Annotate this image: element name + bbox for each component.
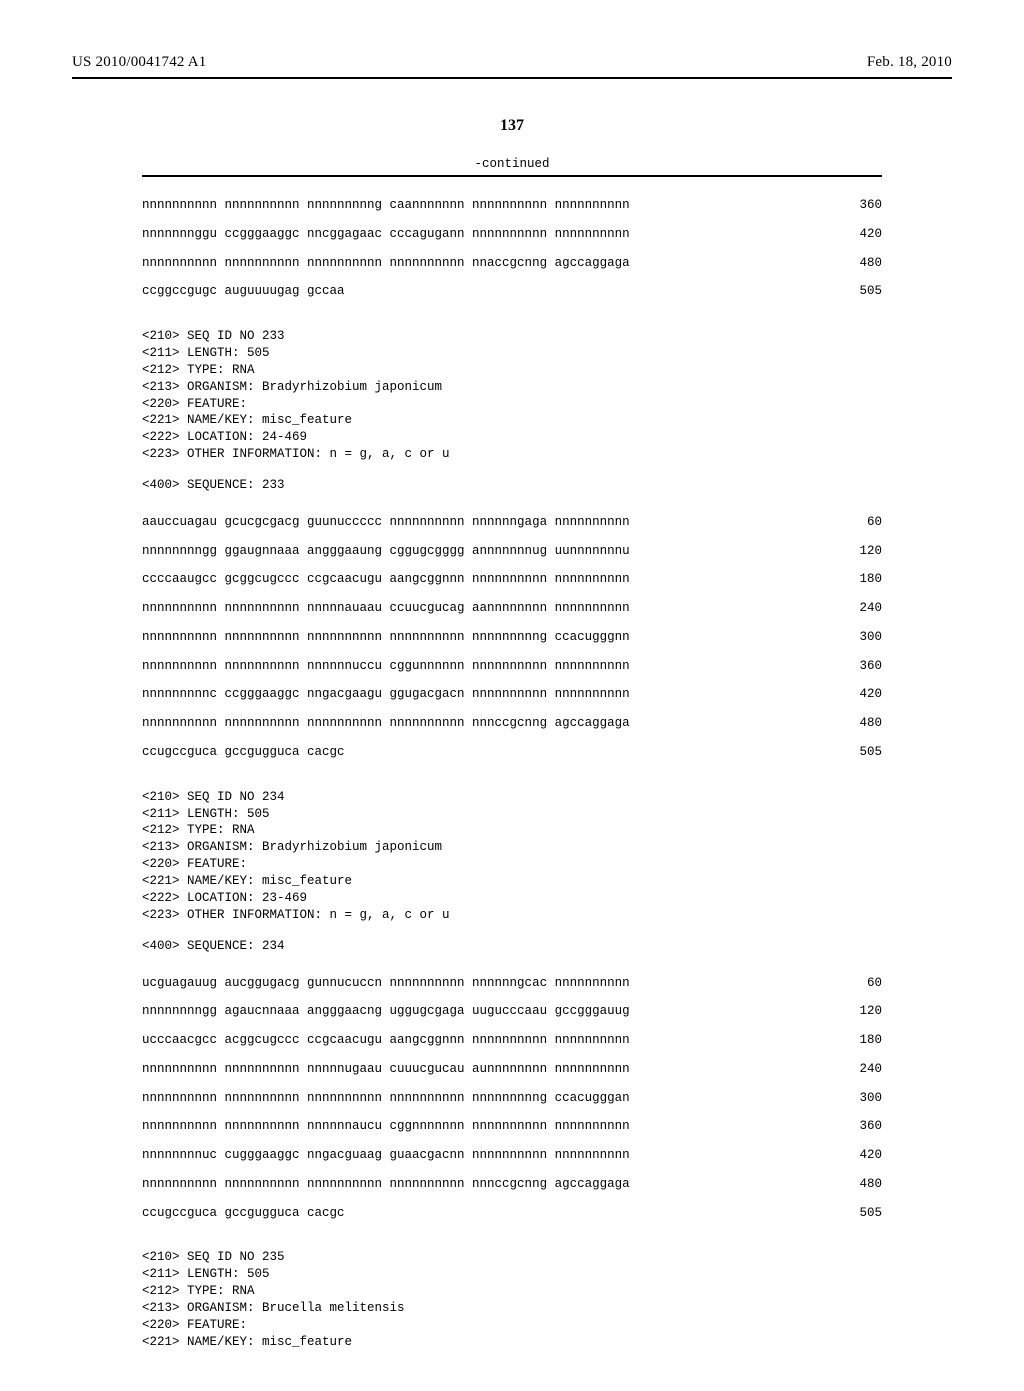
page-header: US 2010/0041742 A1 Feb. 18, 2010 — [72, 54, 952, 71]
sequence-position: 505 — [839, 277, 882, 306]
sequence-text: nnnnnnnnnn nnnnnnnnnn nnnnnauaau ccuucgu… — [142, 594, 630, 623]
sequence-row: nnnnnnnggu ccgggaaggc nncggagaac cccagug… — [142, 220, 882, 249]
sequence-text: ccccaaugcc gcggcugccc ccgcaacugu aangcgg… — [142, 565, 630, 594]
page-number: 137 — [72, 117, 952, 135]
sequence-text: nnnnnnnnnn nnnnnnnnnn nnnnnnnnnn nnnnnnn… — [142, 623, 630, 652]
sequence-position: 360 — [839, 191, 882, 220]
sequence-text: nnnnnnnnuc cugggaaggc nngacguaag guaacga… — [142, 1141, 630, 1170]
sequence-position: 420 — [839, 220, 882, 249]
sequence-row: nnnnnnnngg agaucnnaaa angggaacng uggugcg… — [142, 997, 882, 1026]
sequence-row: ucguagauug aucggugacg gunnucuccn nnnnnnn… — [142, 969, 882, 998]
sequence-position: 300 — [859, 623, 882, 652]
sequence-position: 505 — [859, 1199, 882, 1228]
sequence-position: 420 — [859, 1141, 882, 1170]
sequence-text: nnnnnnnnnn nnnnnnnnnn nnnnnnuccu cggunnn… — [142, 652, 630, 681]
sequence-text: nnnnnnnngg agaucnnaaa angggaacng uggugcg… — [142, 997, 630, 1026]
sequence-text: ccugccguca gccgugguca cacgc — [142, 738, 345, 767]
sequence-text: nnnnnnnnnn nnnnnnnnnn nnnnnnnnnn nnnnnnn… — [142, 1084, 630, 1113]
header-rule — [72, 77, 952, 79]
sequence-position: 505 — [859, 738, 882, 767]
sequence-text: ucguagauug aucggugacg gunnucuccn nnnnnnn… — [142, 969, 630, 998]
sequence-row: nnnnnnnnuc cugggaaggc nngacguaag guaacga… — [142, 1141, 882, 1170]
sequence-label-233: <400> SEQUENCE: 233 — [142, 477, 882, 494]
sequence-row: nnnnnnnnnn nnnnnnnnnn nnnnnnnnnn nnnnnnn… — [142, 709, 882, 738]
sequence-text: ccggccgugc auguuuugag gccaa — [142, 277, 345, 306]
sequence-position: 180 — [859, 1026, 882, 1055]
sequence-metadata-234: <210> SEQ ID NO 234 <211> LENGTH: 505 <2… — [142, 789, 882, 924]
sequence-position: 60 — [867, 969, 882, 998]
sequence-row: nnnnnnnnnn nnnnnnnnnn nnnnnnnnnn nnnnnnn… — [142, 1170, 882, 1199]
sequence-row: nnnnnnnnnc ccgggaaggc nngacgaagu ggugacg… — [142, 680, 882, 709]
sequence-row: nnnnnnnnnn nnnnnnnnnn nnnnnnnnnn nnnnnnn… — [142, 249, 882, 278]
sequence-position: 360 — [859, 652, 882, 681]
publication-number: US 2010/0041742 A1 — [72, 54, 206, 71]
sequence-row: ucccaacgcc acggcugccc ccgcaacugu aangcgg… — [142, 1026, 882, 1055]
sequence-row: ccugccguca gccgugguca cacgc 505 — [142, 738, 882, 767]
sequence-text: nnnnnnnnnn nnnnnnnnnn nnnnnugaau cuuucgu… — [142, 1055, 630, 1084]
continued-label: -continued — [72, 157, 952, 171]
sequence-position: 240 — [859, 1055, 882, 1084]
sequence-row: nnnnnnnnnn nnnnnnnnnn nnnnnnnnnn nnnnnnn… — [142, 623, 882, 652]
sequence-text: ucccaacgcc acggcugccc ccgcaacugu aangcgg… — [142, 1026, 630, 1055]
sequence-text: ccugccguca gccgugguca cacgc — [142, 1199, 345, 1228]
sequence-position: 240 — [859, 594, 882, 623]
sequence-text: nnnnnnnnnn nnnnnnnnnn nnnnnnnnnn nnnnnnn… — [142, 1170, 630, 1199]
sequence-position: 360 — [859, 1112, 882, 1141]
sequence-position: 420 — [859, 680, 882, 709]
sequence-row: nnnnnnnnnn nnnnnnnnnn nnnnnnnnnn nnnnnnn… — [142, 1084, 882, 1113]
sequence-position: 60 — [867, 508, 882, 537]
sequence-text: aauccuagau gcucgcgacg guunuccccc nnnnnnn… — [142, 508, 630, 537]
sequence-row: nnnnnnnnnn nnnnnnnnnn nnnnnugaau cuuucgu… — [142, 1055, 882, 1084]
sequence-row: ccggccgugc auguuuugag gccaa 505 — [142, 277, 882, 306]
sequence-row: nnnnnnnnnn nnnnnnnnnn nnnnnnnnng caannnn… — [142, 191, 882, 220]
sequence-text: nnnnnnnnnn nnnnnnnnnn nnnnnnnnnn nnnnnnn… — [142, 709, 630, 738]
sequence-row: nnnnnnnnnn nnnnnnnnnn nnnnnnuccu cggunnn… — [142, 652, 882, 681]
sequence-row: aauccuagau gcucgcgacg guunuccccc nnnnnnn… — [142, 508, 882, 537]
sequence-position: 480 — [839, 249, 882, 278]
publication-date: Feb. 18, 2010 — [867, 54, 952, 71]
sequence-row: nnnnnnnngg ggaugnnaaa angggaaung cggugcg… — [142, 537, 882, 566]
sequence-position: 300 — [859, 1084, 882, 1113]
sequence-text: nnnnnnnnnc ccgggaaggc nngacgaagu ggugacg… — [142, 680, 630, 709]
sequence-row: ccccaaugcc gcggcugccc ccgcaacugu aangcgg… — [142, 565, 882, 594]
sequence-text: nnnnnnnggu ccgggaaggc nncggagaac cccagug… — [142, 220, 630, 249]
sequence-row: nnnnnnnnnn nnnnnnnnnn nnnnnauaau ccuucgu… — [142, 594, 882, 623]
sequence-position: 480 — [859, 1170, 882, 1199]
sequence-metadata-235: <210> SEQ ID NO 235 <211> LENGTH: 505 <2… — [142, 1249, 882, 1350]
sequence-text: nnnnnnnnnn nnnnnnnnnn nnnnnnaucu cggnnnn… — [142, 1112, 630, 1141]
sequence-text: nnnnnnnnnn nnnnnnnnnn nnnnnnnnnn nnnnnnn… — [142, 249, 630, 278]
sequence-position: 180 — [859, 565, 882, 594]
sequence-label-234: <400> SEQUENCE: 234 — [142, 938, 882, 955]
sequence-position: 120 — [859, 537, 882, 566]
sequence-position: 120 — [859, 997, 882, 1026]
sequence-position: 480 — [859, 709, 882, 738]
sequence-row: ccugccguca gccgugguca cacgc 505 — [142, 1199, 882, 1228]
sequence-text: nnnnnnnnnn nnnnnnnnnn nnnnnnnnng caannnn… — [142, 191, 630, 220]
sequence-row: nnnnnnnnnn nnnnnnnnnn nnnnnnaucu cggnnnn… — [142, 1112, 882, 1141]
sequence-text: nnnnnnnngg ggaugnnaaa angggaaung cggugcg… — [142, 537, 630, 566]
sequence-metadata-233: <210> SEQ ID NO 233 <211> LENGTH: 505 <2… — [142, 328, 882, 463]
